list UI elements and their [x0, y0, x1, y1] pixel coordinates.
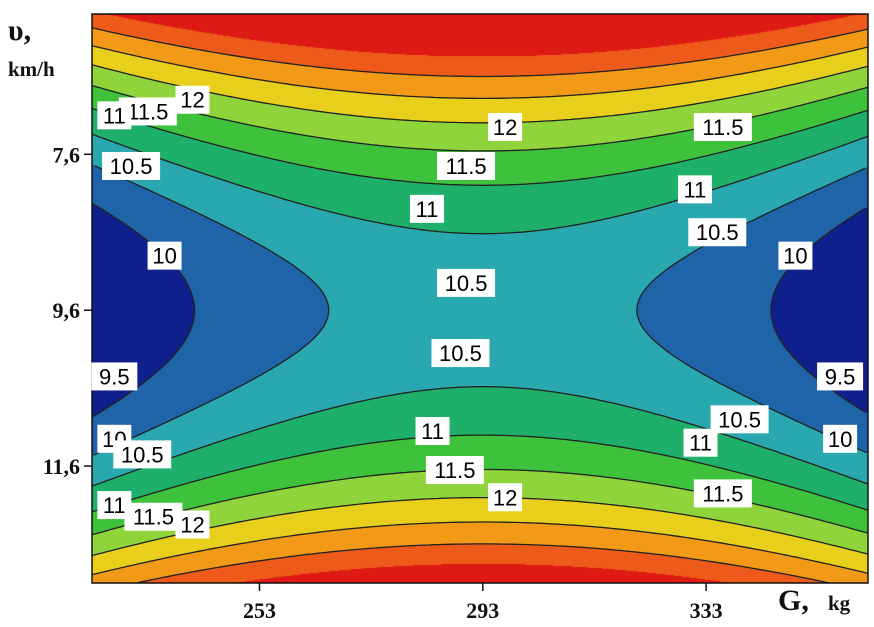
contour-label-box: [102, 151, 161, 180]
contour-label: 10.5: [110, 154, 153, 179]
contour-label: 10.5: [718, 407, 761, 432]
isoline-11-1: [91, 434, 869, 513]
contour-label: 10: [152, 244, 176, 269]
isoline-9-5-1: [770, 207, 866, 413]
contour-label-box: [147, 241, 182, 270]
contour-label: 12: [180, 88, 204, 113]
contour-label: 11: [684, 177, 707, 202]
isoline-13-1: [137, 543, 830, 584]
isoline-12-5-1: [91, 521, 869, 576]
x-axis-unit: kg: [828, 591, 851, 615]
contour-label-box: [124, 502, 183, 531]
x-axis: 253 293 333: [243, 583, 723, 623]
contour-label-box: [425, 455, 484, 484]
contour-label-box: [677, 175, 712, 204]
contour-label: 12: [493, 485, 517, 510]
x-axis-title: G,: [778, 584, 809, 617]
contour-label-box: [693, 479, 752, 508]
contour-label-box: [175, 510, 210, 539]
contour-label: 11: [103, 493, 126, 518]
x-tick-label: 253: [243, 598, 276, 623]
contour-label: 11.5: [127, 99, 168, 124]
isoline-9-5-0: [91, 203, 196, 418]
y-axis: 7,6 9,6 11,6: [43, 142, 92, 479]
y-axis-title: υ,: [8, 14, 31, 47]
contour-label: 9.5: [99, 364, 130, 389]
contour-label-box: [488, 113, 523, 142]
contour-label: 9.5: [825, 364, 856, 389]
contour-label: 10.5: [445, 271, 488, 296]
contour-label: 10.5: [696, 220, 739, 245]
contour-label-box: [488, 483, 523, 512]
contour-label: 11: [416, 197, 439, 222]
contour-label-box: [113, 440, 172, 469]
contour-label: 10: [783, 244, 807, 269]
y-tick-label: 11,6: [43, 454, 80, 479]
contour-label: 11.5: [434, 458, 475, 483]
contour-label-box: [778, 241, 813, 270]
isoline-12-0: [91, 64, 869, 124]
contour-label-box: [817, 362, 864, 391]
contour-label: 12: [493, 115, 517, 140]
contour-label-box: [415, 417, 450, 446]
y-tick-label: 9,6: [53, 298, 81, 323]
contour-label-box: [431, 339, 490, 368]
contour-label: 11: [421, 419, 444, 444]
contour-label: 11.5: [133, 505, 174, 530]
isoline-10-5-0: [91, 133, 869, 235]
contour-label-box: [97, 101, 132, 130]
isoline-12-5-0: [91, 45, 869, 100]
plot-frame: [91, 13, 869, 584]
contour-label: 12: [180, 513, 204, 538]
contour-label-box: [710, 405, 769, 434]
contour-label-box: [175, 85, 210, 114]
contour-label: 10: [828, 427, 852, 452]
y-axis-unit: km/h: [8, 57, 55, 81]
contour-label-box: [683, 428, 718, 457]
isoline-10-5-1: [91, 386, 869, 487]
contour-label-box: [409, 194, 444, 223]
contour-label: 11.5: [702, 481, 743, 506]
isoline-10-1: [636, 167, 867, 454]
contour-label-box: [823, 424, 858, 453]
y-tick-label: 7,6: [53, 142, 81, 167]
contour-label-box: [437, 151, 496, 180]
isoline-13-0: [91, 27, 869, 78]
x-tick-label: 293: [466, 598, 499, 623]
contour-label-box: [437, 268, 496, 297]
contour-label: 11: [689, 431, 712, 456]
contour-label: 10.5: [121, 442, 164, 467]
contour-label-box: [91, 362, 138, 391]
contour-label: 11: [103, 103, 126, 128]
x-tick-label: 333: [690, 598, 723, 623]
isoline-12-1: [91, 496, 869, 557]
contour-labels-layer: 1211.51110.51211.51111.51110.51010.51010…: [91, 85, 864, 539]
contour-label-box: [688, 218, 747, 247]
contour-label: 10.5: [439, 341, 482, 366]
isoline-10-0: [93, 165, 330, 456]
contour-label-box: [693, 113, 752, 142]
contour-label: 11.5: [702, 115, 743, 140]
isoline-11-0: [91, 107, 869, 186]
contour-label: 11.5: [445, 154, 486, 179]
